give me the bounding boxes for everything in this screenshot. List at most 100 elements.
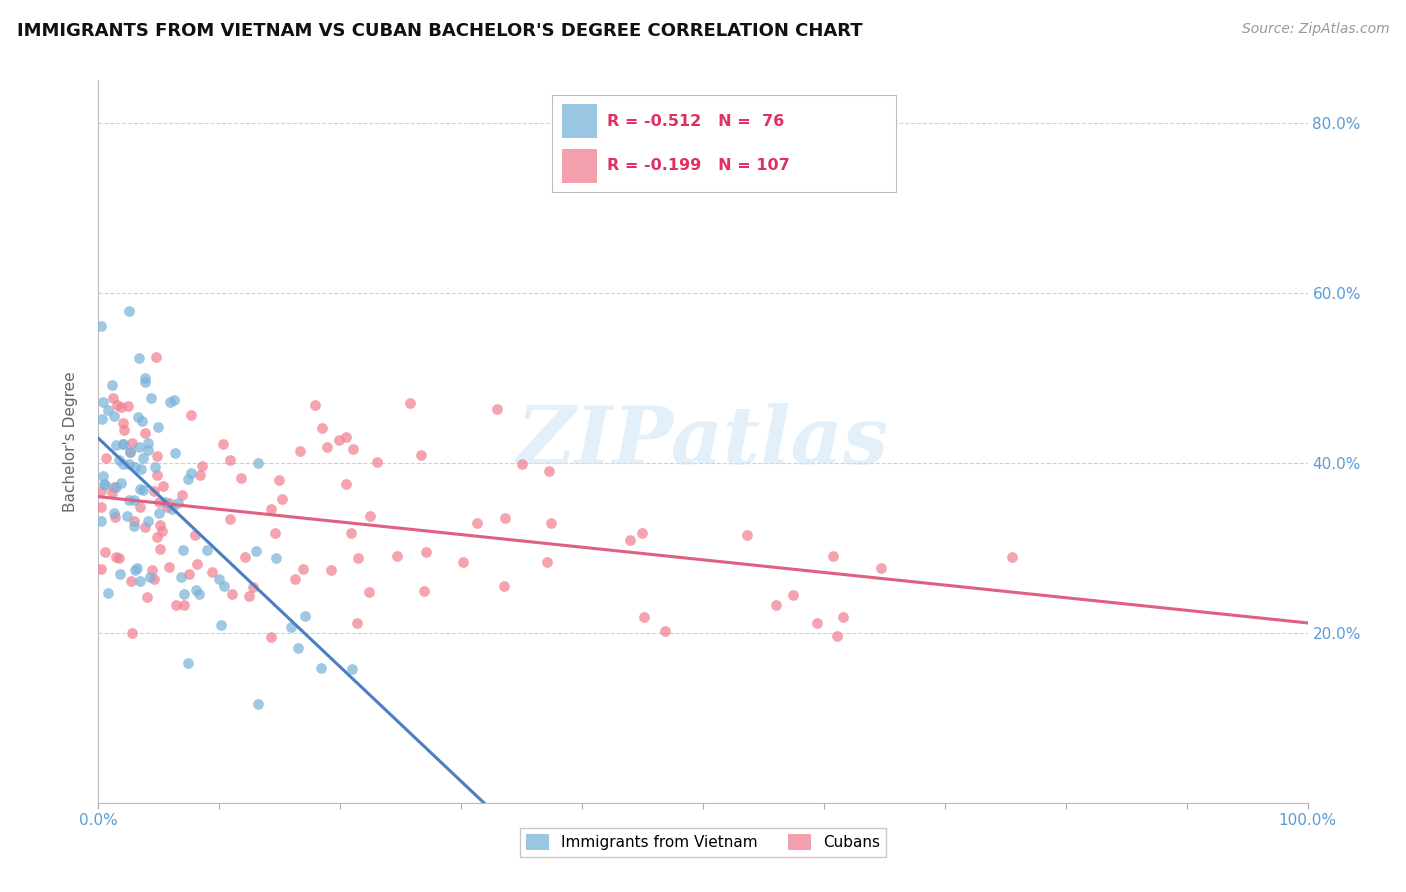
Point — [195, 543, 218, 558]
Point — [120, 574, 142, 589]
Point — [143, 573, 166, 587]
Point — [359, 508, 381, 523]
Text: IMMIGRANTS FROM VIETNAM VS CUBAN BACHELOR'S DEGREE CORRELATION CHART: IMMIGRANTS FROM VIETNAM VS CUBAN BACHELO… — [17, 22, 862, 40]
Point — [101, 391, 124, 405]
Text: Source: ZipAtlas.com: Source: ZipAtlas.com — [1241, 22, 1389, 37]
Point — [398, 396, 420, 410]
Point — [173, 587, 195, 601]
Text: ZIPatlas: ZIPatlas — [517, 403, 889, 480]
Point — [146, 468, 169, 483]
Point — [103, 409, 125, 424]
Point — [233, 550, 256, 565]
Point — [465, 516, 488, 530]
Point — [111, 437, 134, 451]
Point — [311, 661, 333, 675]
Point — [291, 561, 314, 575]
Point — [93, 476, 115, 491]
Point — [90, 483, 112, 498]
Point — [128, 574, 150, 588]
Point — [335, 476, 357, 491]
Point — [451, 556, 474, 570]
Point — [409, 448, 432, 462]
Point — [264, 526, 287, 541]
Point — [145, 351, 167, 365]
Point — [209, 617, 232, 632]
Point — [494, 510, 516, 524]
Point — [121, 436, 143, 450]
Point — [319, 563, 342, 577]
Point — [134, 371, 156, 385]
Point — [122, 519, 145, 533]
Point — [105, 438, 128, 452]
Point — [267, 473, 290, 487]
Point — [821, 549, 844, 564]
Point — [260, 630, 283, 644]
Point — [342, 442, 364, 457]
Point — [150, 524, 173, 539]
Point — [110, 400, 132, 414]
Point — [485, 402, 508, 417]
Point — [143, 459, 166, 474]
Point — [146, 531, 169, 545]
Point — [188, 467, 211, 482]
Point — [806, 616, 828, 631]
Point — [188, 587, 211, 601]
Point — [342, 662, 364, 676]
Point — [111, 457, 134, 471]
Point — [117, 508, 139, 523]
Point — [111, 416, 134, 430]
Point — [157, 559, 180, 574]
Point — [180, 467, 202, 481]
Point — [104, 510, 127, 524]
Point — [218, 452, 240, 467]
Point — [229, 471, 252, 485]
Point — [537, 464, 560, 478]
Point — [169, 569, 191, 583]
Point — [415, 544, 437, 558]
Point — [134, 519, 156, 533]
Point — [347, 551, 370, 566]
Point — [221, 587, 243, 601]
Point — [90, 500, 112, 515]
Point — [152, 479, 174, 493]
Point — [128, 440, 150, 454]
Point — [536, 555, 558, 569]
Point — [146, 420, 169, 434]
Point — [166, 496, 188, 510]
Point — [246, 456, 269, 470]
Point — [200, 565, 222, 579]
Point — [870, 560, 893, 574]
Point — [540, 516, 562, 530]
Point — [359, 585, 381, 599]
Point — [121, 625, 143, 640]
Point — [100, 377, 122, 392]
Point — [118, 303, 141, 318]
Point — [112, 436, 135, 450]
Point — [160, 502, 183, 516]
Point — [139, 570, 162, 584]
Point — [96, 451, 118, 466]
Point — [346, 616, 368, 631]
Point — [266, 551, 288, 566]
Point — [104, 549, 127, 564]
Point — [141, 563, 163, 577]
Point — [366, 455, 388, 469]
Point — [104, 480, 127, 494]
Point — [136, 442, 159, 457]
Point — [97, 403, 120, 417]
Point — [180, 409, 202, 423]
Point — [184, 528, 207, 542]
Point — [385, 549, 408, 564]
Point — [270, 492, 292, 507]
Point — [163, 393, 186, 408]
Point — [120, 444, 142, 458]
Point — [124, 459, 146, 474]
Point — [127, 410, 149, 425]
Point — [159, 395, 181, 409]
Point — [103, 480, 125, 494]
Point — [129, 462, 152, 476]
Point — [304, 399, 326, 413]
Point — [136, 514, 159, 528]
Point — [186, 557, 208, 571]
Point — [90, 514, 112, 528]
